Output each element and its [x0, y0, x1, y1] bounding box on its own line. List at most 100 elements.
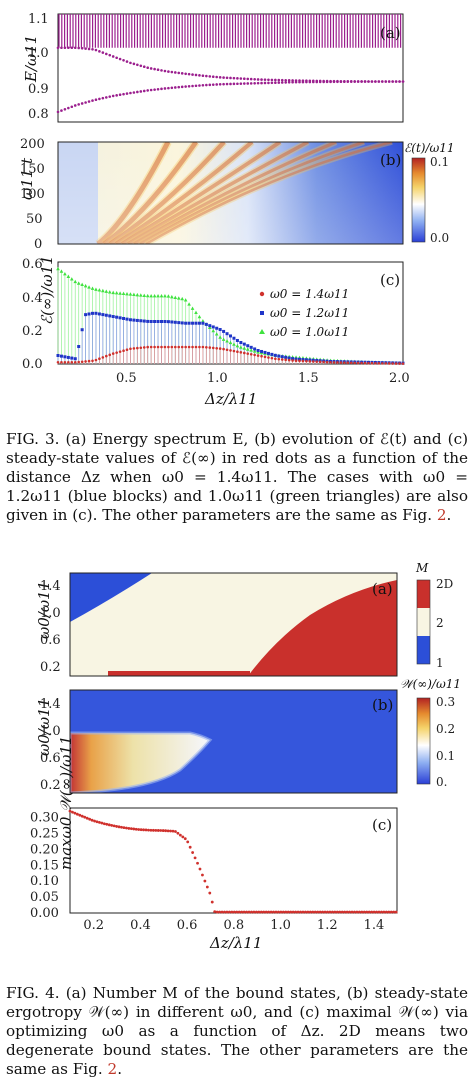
fig3c-point-blue — [139, 319, 143, 323]
fig3a-point-series0 — [229, 76, 232, 80]
fig4c-point — [181, 835, 185, 839]
fig3c-point-green — [90, 286, 95, 290]
fig4b-colorbar-tick-2: 0.1 — [436, 749, 455, 763]
fig4c-xlabel: Δz/λ11 — [209, 934, 262, 952]
fig3a-point-series0 — [253, 78, 256, 81]
fig4c-point — [387, 910, 391, 914]
fig3a-point-series0 — [149, 67, 153, 70]
fig3a-ylabel: E/ω11 — [22, 35, 40, 83]
fig4c-point — [311, 910, 315, 914]
fig4c-point — [308, 910, 312, 914]
fig3c-point-blue — [304, 358, 308, 362]
fig4a-ytick-3: 1.4 — [40, 579, 61, 594]
fig4-caption-ref[interactable]: 2 — [107, 1060, 118, 1078]
fig3c-point-red — [360, 361, 363, 365]
fig4c-point — [306, 910, 310, 914]
fig4b-ylabel: ω0/ω11 — [35, 698, 53, 756]
fig3c-point-blue — [225, 332, 229, 336]
fig4c-point — [267, 910, 271, 914]
fig4c-xtick-0: 0.2 — [83, 918, 104, 933]
fig3c-point-blue — [270, 352, 274, 356]
fig3c-point-blue — [201, 321, 205, 325]
fig3c-point-green — [149, 294, 153, 298]
fig4c-point — [326, 910, 329, 914]
fig4a-colorbar-tick-1: 1 — [436, 656, 444, 670]
fig3c-point-red — [84, 360, 87, 363]
fig4c-point — [370, 910, 374, 914]
fig3c-point-blue — [108, 314, 112, 318]
fig3c-point-green — [135, 292, 140, 297]
fig3a-point-series1 — [260, 81, 263, 85]
fig3c-point-blue — [222, 329, 226, 333]
fig3a-point-series1 — [222, 82, 225, 86]
fig4c-xtick-2: 0.6 — [177, 918, 198, 933]
fig3c-point-blue — [118, 316, 122, 320]
fig4c-point — [137, 828, 141, 831]
fig3a-point-series0 — [122, 59, 125, 62]
fig4c-point — [122, 826, 126, 830]
fig3a-point-series1 — [384, 80, 388, 83]
fig3a-point-series0 — [170, 70, 174, 74]
fig4c-point — [178, 833, 182, 837]
fig3a-point-series1 — [236, 82, 239, 86]
fig3a-point-series0 — [263, 78, 267, 81]
fig4c-point — [95, 820, 99, 824]
fig4c-point — [353, 910, 356, 914]
fig3a-point-series0 — [142, 65, 146, 69]
fig4c-point — [394, 910, 398, 914]
fig4c-point — [367, 910, 371, 914]
fig3a-point-series0 — [201, 74, 205, 78]
fig4c-point — [384, 910, 388, 914]
fig3a-point-series1 — [339, 80, 343, 84]
fig3a-point-series0 — [118, 57, 122, 61]
fig3c-point-green — [201, 319, 205, 323]
fig4c-point — [357, 910, 361, 914]
fig3a-point-series1 — [394, 80, 398, 83]
fig3a-point-series1 — [139, 90, 143, 93]
fig4-caption: FIG. 4. (a) Number M of the bound states… — [6, 984, 468, 1079]
fig3-caption-ref[interactable]: 2 — [436, 506, 447, 524]
fig3c-point-red — [174, 345, 177, 349]
fig3c-point-red — [263, 355, 267, 359]
fig4a-ylabel: ω0/ω11 — [35, 581, 53, 639]
fig3c-point-green — [159, 294, 164, 298]
fig3c-point-red — [367, 361, 370, 365]
fig3a-point-series1 — [184, 85, 187, 88]
fig4c-point — [139, 828, 143, 832]
fig3c-point-blue — [211, 325, 215, 329]
legend-label-1-2: ω0 = 1.2ω11 — [270, 306, 349, 320]
fig3a-point-series1 — [80, 102, 84, 105]
fig4c-panel-label: (c) — [372, 816, 392, 834]
fig3c-ytick-1: 0.2 — [22, 324, 43, 339]
fig3a-point-series1 — [122, 92, 125, 96]
fig3c-point-red — [77, 360, 80, 364]
fig3a-point-series0 — [256, 78, 260, 81]
fig3c-ytick-2: 0.4 — [22, 291, 43, 306]
fig4c-point — [375, 910, 378, 914]
fig3c-point-green — [101, 288, 105, 293]
fig3c-xtick-2: 1.5 — [298, 371, 319, 386]
fig3c-point-green — [125, 291, 129, 296]
fig4c-point — [355, 910, 359, 914]
fig3c-point-red — [287, 358, 291, 362]
fig3c-point-red — [194, 345, 198, 349]
fig3c-point-red — [139, 346, 143, 350]
fig3c-point-red — [184, 345, 187, 349]
fig3a-point-series1 — [87, 100, 91, 103]
fig3a-point-series1 — [156, 87, 160, 91]
fig3c-point-blue — [111, 315, 115, 319]
fig3a-point-series1 — [132, 91, 136, 94]
fig4c-point — [294, 910, 298, 914]
fig3c-point-blue — [156, 320, 160, 323]
fig3c-point-red — [225, 348, 229, 352]
fig4c-point — [362, 910, 366, 914]
fig4c-point — [240, 910, 244, 914]
fig3c-point-red — [236, 350, 239, 353]
fig3c-point-blue — [294, 357, 298, 361]
fig3c-point-green — [245, 347, 250, 351]
fig3a-ytick-3: 1.1 — [28, 12, 49, 27]
fig3c-point-blue — [284, 355, 288, 359]
fig3a-point-series1 — [312, 80, 315, 84]
fig4c-point — [80, 814, 84, 818]
